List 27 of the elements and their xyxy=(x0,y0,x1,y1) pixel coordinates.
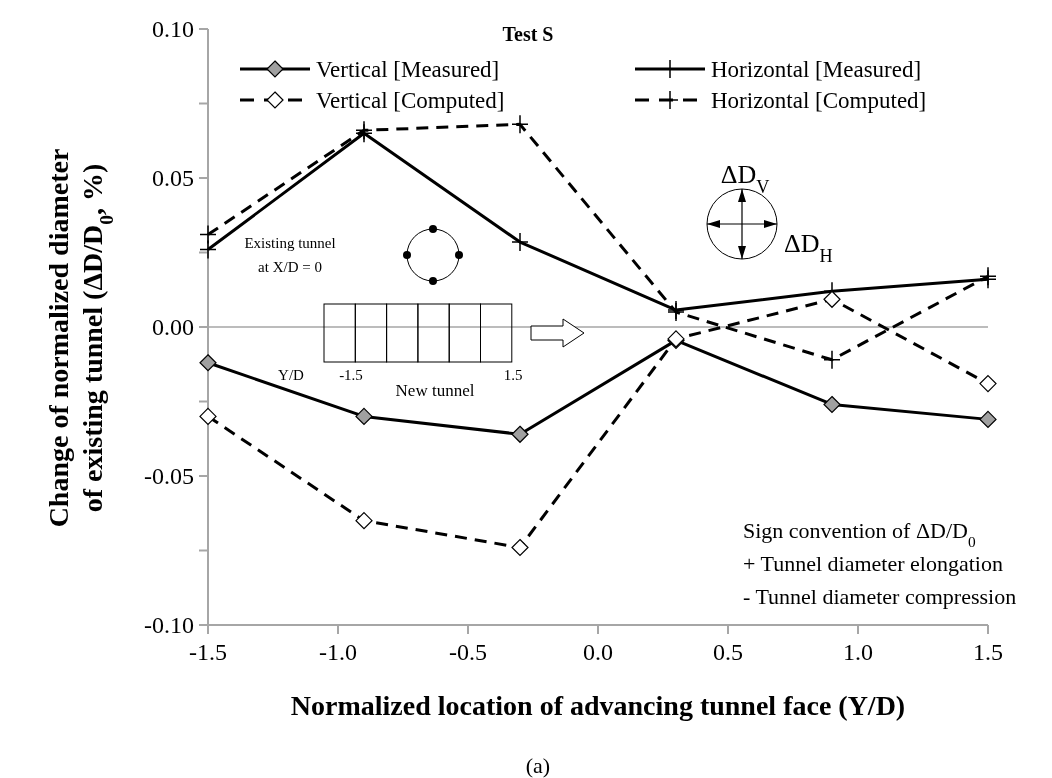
legend-label: Vertical [Computed] xyxy=(316,88,505,113)
y-tick-label: 0.05 xyxy=(152,165,194,191)
x-tick-label: -1.5 xyxy=(189,639,227,665)
x-axis-title: Normalized location of advancing tunnel face (Y/D) xyxy=(290,690,906,721)
annotation: New tunnel xyxy=(395,381,475,400)
annotation: ΔD$_{V}$ xyxy=(720,160,770,197)
legend-label: Horizontal [Computed] xyxy=(711,88,927,113)
x-tick-label: -1.0 xyxy=(319,639,357,665)
x-tick-label: 1.5 xyxy=(973,639,1003,665)
chart-title: Test S xyxy=(502,23,554,45)
annotation: -1.5 xyxy=(339,367,363,383)
x-tick-label: 1.0 xyxy=(843,639,873,665)
y-tick-label: 0.10 xyxy=(152,16,194,42)
annotation: Y/D xyxy=(278,367,305,383)
legend-label: Horizontal [Measured] xyxy=(711,57,922,82)
legend-label: Vertical [Measured] xyxy=(316,57,500,82)
y-tick-label: 0.00 xyxy=(152,314,194,340)
x-tick-label: 0.5 xyxy=(713,639,743,665)
annotation: 1.5 xyxy=(503,367,523,383)
text: (a) xyxy=(525,753,551,778)
annotation: ΔD$_{H}$ xyxy=(784,229,833,266)
x-tick-label: 0.0 xyxy=(583,639,613,665)
y-tick-label: -0.05 xyxy=(144,463,194,489)
annotation: Existing tunnel at X/D = 0 xyxy=(244,235,336,275)
annotation: Sign convention of ΔD/D$_{0}$ + Tunnel diameter elongation - Tunnel diameter compression xyxy=(743,518,1017,609)
x-tick-label: -0.5 xyxy=(449,639,487,665)
y-tick-label: -0.10 xyxy=(144,612,194,638)
